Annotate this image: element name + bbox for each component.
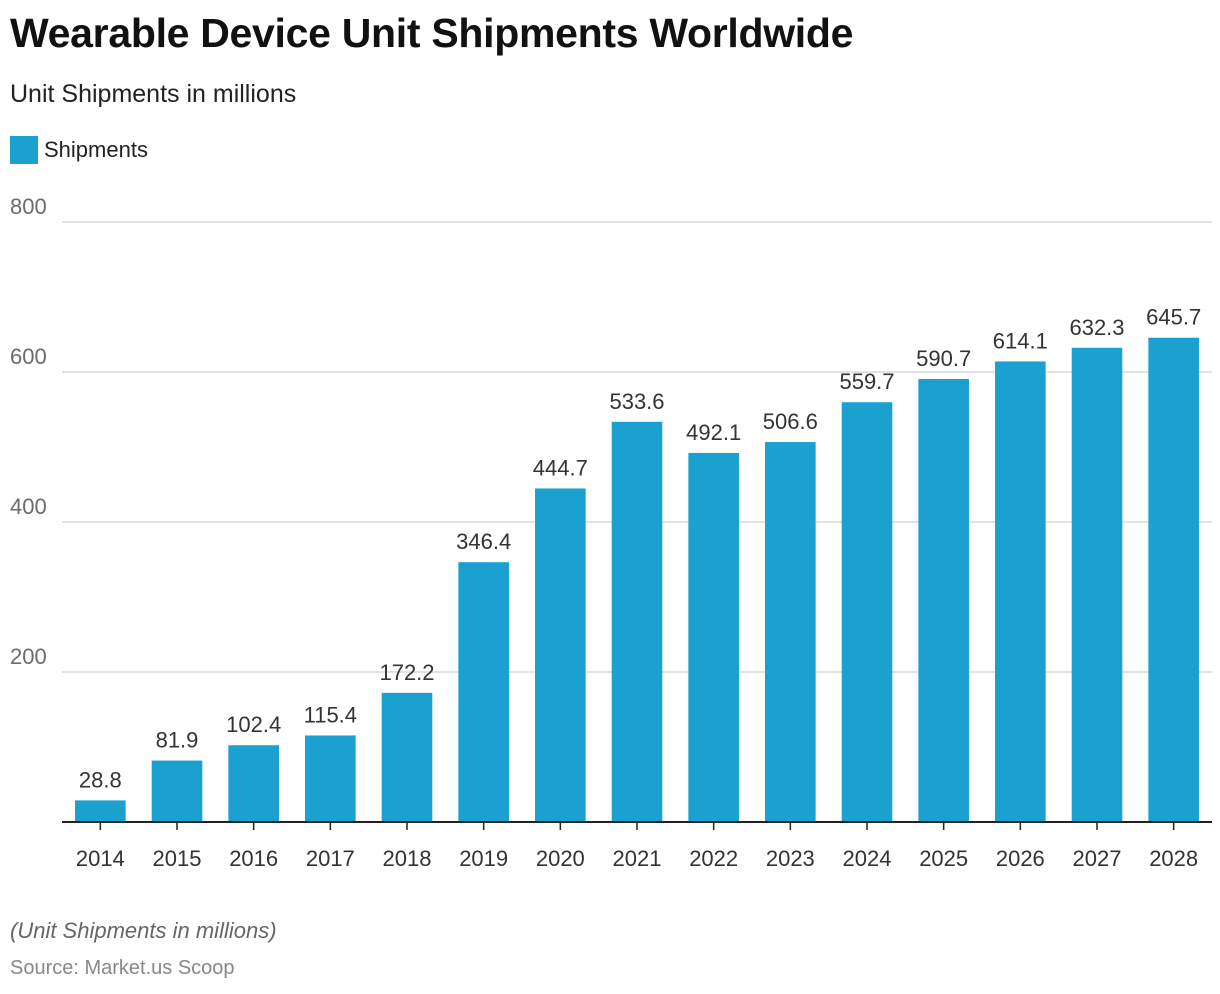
x-tick-label-2026: 2026 [996,846,1045,871]
bar-2017 [305,735,356,822]
x-axis [62,821,1212,830]
bar-2025 [918,378,969,822]
bar-2026 [995,361,1046,822]
data-label-2019: 346.4 [456,529,511,554]
y-axis-tick-labels: 200 400 600 800 [10,194,47,669]
y-tick-label: 800 [10,194,47,219]
chart-subtitle: Unit Shipments in millions [10,80,297,108]
x-axis-tick-labels: 2014 2015 2016 2017 2018 2019 2020 2021 2022 2023… [76,846,1198,871]
bars [75,337,1199,822]
data-label-2014: 28.8 [79,767,122,792]
bar-2022 [688,452,739,822]
bar-2024 [841,402,893,822]
data-label-2020: 444.7 [533,455,588,480]
bar-2020 [535,488,586,822]
x-tick-label-2015: 2015 [153,846,202,871]
chart-title: Wearable Device Unit Shipments Worldwide [10,10,854,56]
data-label-2017: 115.4 [304,702,357,727]
bar-2027 [1071,347,1123,822]
bar-2016 [228,745,279,822]
data-label-2026: 614.1 [993,328,1048,353]
x-tick-label-2022: 2022 [689,846,738,871]
data-label-2018: 172.2 [379,660,434,685]
x-tick-label-2024: 2024 [843,846,892,871]
data-label-2022: 492.1 [686,420,741,445]
x-tick-label-2014: 2014 [76,846,125,871]
data-label-2024: 559.7 [839,369,894,394]
x-tick-label-2028: 2028 [1149,846,1198,871]
x-tick-label-2020: 2020 [536,846,585,871]
bar-2028 [1148,337,1199,822]
x-tick-label-2016: 2016 [229,846,278,871]
data-label-2028: 645.7 [1146,305,1201,330]
bar-2021 [611,421,663,822]
bar-2014 [75,800,126,822]
data-label-2025: 590.7 [916,346,971,371]
y-tick-label: 600 [10,344,47,369]
x-tick-label-2025: 2025 [919,846,968,871]
bar-2019 [458,562,509,822]
data-label-2015: 81.9 [156,728,199,753]
bar-2018 [381,692,433,822]
data-label-2016: 102.4 [226,712,281,737]
legend: Shipments [10,136,148,164]
data-label-2021: 533.6 [609,389,664,414]
data-label-2023: 506.6 [763,409,818,434]
source-credit: Source: Market.us Scoop [10,957,235,979]
x-tick-label-2017: 2017 [306,846,355,871]
x-tick-label-2018: 2018 [383,846,432,871]
legend-swatch [10,136,38,164]
data-labels: 28.8 81.9 102.4 115.4 172.2 346.4 444.7 533.6 49… [79,305,1201,793]
x-tick-label-2021: 2021 [613,846,662,871]
footnote: (Unit Shipments in millions) [10,918,277,943]
y-tick-label: 200 [10,644,47,669]
x-tick-label-2023: 2023 [766,846,815,871]
bar-2023 [765,442,816,822]
x-tick-label-2019: 2019 [459,846,508,871]
data-label-2027: 632.3 [1069,315,1124,340]
x-tick-label-2027: 2027 [1073,846,1122,871]
legend-label-shipments: Shipments [44,137,148,162]
bar-2015 [151,760,203,822]
y-tick-label: 400 [10,494,47,519]
